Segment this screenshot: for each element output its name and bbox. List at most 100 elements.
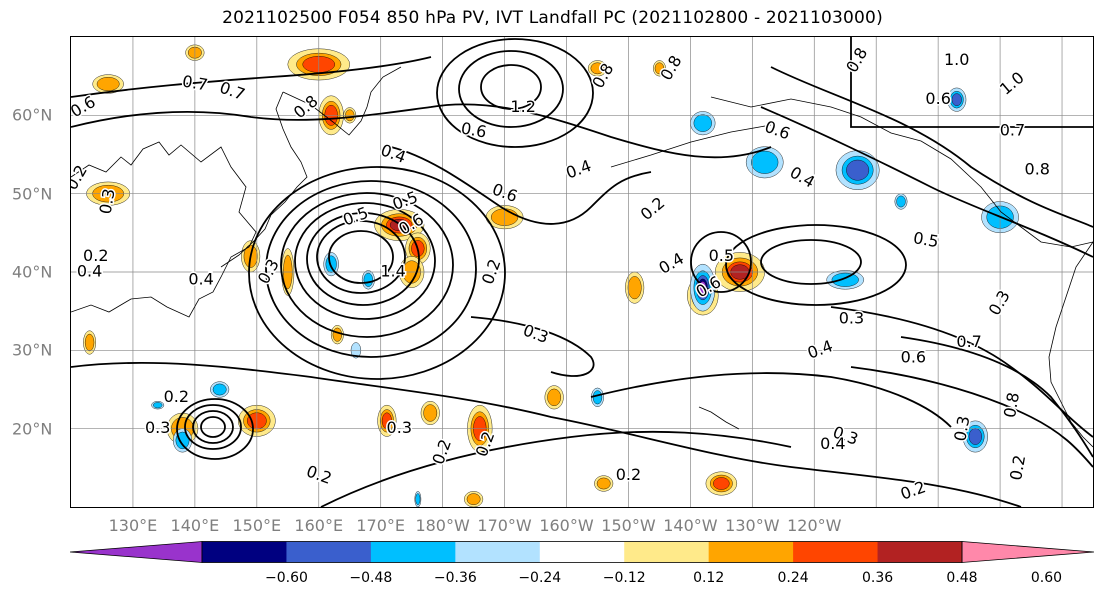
contour-north-3 [436,38,594,148]
colorbar-max-extend [961,541,1094,563]
contour-label: 0.8 [656,52,685,84]
contour-label: 0.3 [521,320,551,347]
contour-label: 0.8 [842,44,871,76]
latitude-label: 40°N [12,262,53,282]
latitude-label: 30°N [12,340,53,360]
contour-label: 0.5 [340,203,370,230]
colorbar-min-extend [70,541,203,563]
contour-coast-2 [850,366,1093,468]
contour-low-3 [306,212,420,306]
colorbar-tick-label: 0.12 [693,570,725,586]
colorbar-tick-label: −0.60 [264,570,308,586]
longitude-label: 130°E [108,516,158,535]
contour-low-6 [265,180,477,358]
contour-label: 0.4 [378,140,408,167]
coastlines [71,66,1093,448]
longitude-label: 120°W [787,516,842,535]
pv-patch [363,272,373,287]
contour-low-1 [328,230,394,284]
contour-coast-3 [830,306,1093,438]
pv-patch [466,493,481,506]
contour-label: 0.4 [656,249,688,278]
contour-label: 1.0 [944,50,969,69]
colorbar-segment [370,541,456,563]
map-canvas[interactable]: 0.60.7 0.70.8 1.20.60.8 0.80.40.40.5 0.60.20… [71,37,1093,507]
contour-east-1 [760,239,862,285]
contour-label: 0.2 [71,162,91,194]
pv-patch [332,327,342,342]
contour-label: 0.7 [217,78,247,105]
contour-label: 0.2 [83,246,108,265]
contour-label: 0.3 [387,418,412,437]
pv-patch [84,333,95,352]
pv-patch [423,404,438,422]
contour-alaska-box [850,37,1093,128]
longitude-label: 160°E [294,516,344,535]
contour-label: 1.4 [380,262,405,281]
colorbar-frame [201,541,963,563]
contour-label: 0.2 [1006,453,1029,481]
contour-north-long-2 [71,56,432,98]
pv-patch [951,93,962,106]
pv-patch [592,390,603,405]
contour-label: 0.7 [181,71,209,94]
contour-low-2 [316,220,406,294]
longitude-label: 180°W [415,516,470,535]
contour-label: 0.4 [188,269,213,288]
colorbar-tick-label: 0.24 [777,570,809,586]
colorbar-tick-label: 0.60 [1030,570,1063,586]
pv-patch [212,383,227,396]
pv-patch [547,388,562,406]
contour-typhoon-4 [176,398,254,460]
coastline-asia [71,141,257,318]
graticule [71,37,1093,507]
longitude-label: 170°E [356,516,406,535]
coastline-na-west [1048,241,1093,448]
contour-label: 0.7 [1000,121,1025,140]
contour-label: 0.7 [956,332,981,351]
contour-label: 0.3 [96,187,119,215]
contour-label: 0.2 [616,465,641,484]
contour-label: 0.4 [77,262,102,281]
contour-label: 0.8 [290,91,322,122]
contour-label: 0.5 [912,228,940,251]
colorbar-tick-label: −0.36 [433,570,477,586]
coastline-aleutians [610,124,772,168]
pv-patch [831,272,859,287]
contour-label: 0.3 [145,418,170,437]
longitude-label: 150°W [601,516,656,535]
longitude-label: 130°W [725,516,780,535]
pv-patch [654,62,665,75]
colorbar-tick-label: 0.48 [946,570,978,586]
contour-gulf [760,106,1093,258]
contour-label: 0.4 [787,163,819,192]
contour-label: 1.2 [510,97,535,116]
longitude-label: 160°W [539,516,594,535]
contour-mid-2 [590,372,952,428]
pv-patch [415,493,421,506]
colorbar-segment [539,541,625,563]
contour-mid-1 [470,316,595,377]
pv-patch [96,77,120,91]
pv-patch [896,195,906,208]
pv-patch [590,62,605,75]
contour-typhoon-3 [184,404,242,450]
contour-label: 0.6 [762,117,792,144]
colorbar-segment [455,541,541,563]
contour-label: 0.2 [478,256,505,286]
colorbar-segment [286,541,372,563]
contour-label: 0.6 [490,179,520,206]
contour-label: 0.8 [1000,391,1023,419]
colorbar-segment [708,541,794,563]
map-panel[interactable]: 0.6 0.7 0.7 0.8 1.2 0.6 0.8 0.8 0.4 0.4 0.5 0.6 0.2 0… [70,36,1094,508]
contour-subtropic-2 [320,430,792,507]
contour-low-7 [248,166,506,380]
colorbar-segment [202,541,287,563]
colorbar-segment [877,541,963,563]
colorbar-tick-label: 0.36 [861,570,894,586]
colorbar-tick-label: −0.24 [518,570,562,586]
contour-north-long [71,103,772,159]
contour-low-5 [280,192,454,338]
contour-low-4 [294,202,436,320]
contour-east-3 [690,231,752,293]
